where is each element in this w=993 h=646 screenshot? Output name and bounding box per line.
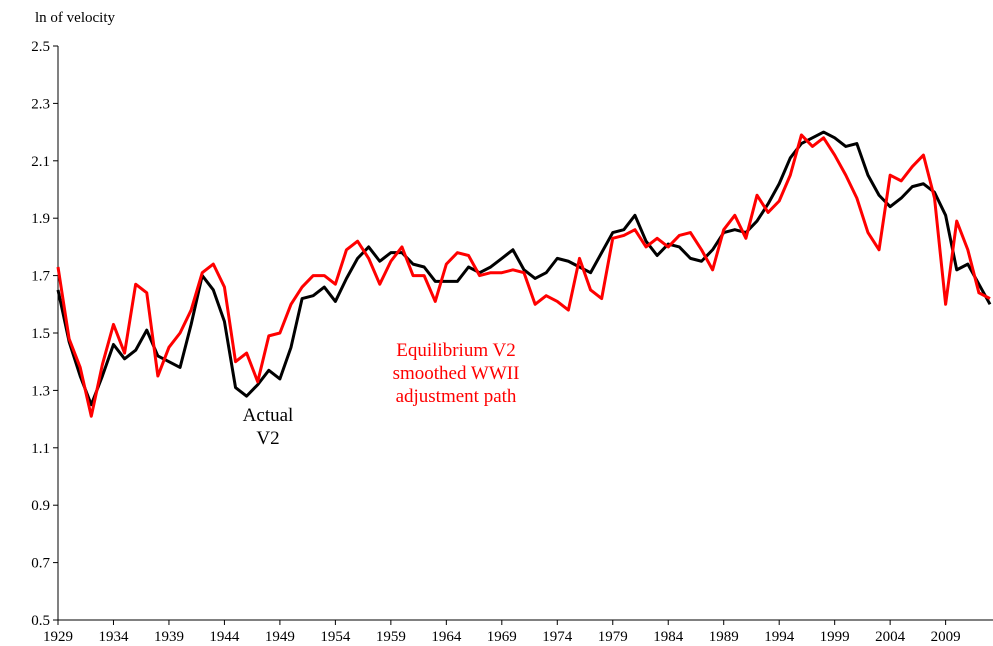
- y-axis-label: ln of velocity: [35, 10, 115, 26]
- x-tick-label: 1999: [820, 629, 850, 645]
- annotation: Equilibrium V2 smoothed WWII adjustment pa…: [393, 340, 520, 407]
- x-tick-label: 1939: [154, 629, 184, 645]
- x-tick-label: 1969: [487, 629, 517, 645]
- y-tick-label: 2.3: [31, 96, 50, 112]
- x-tick-label: 1974: [542, 629, 573, 645]
- y-tick-label: 0.5: [31, 613, 50, 629]
- y-tick-label: 2.1: [31, 154, 50, 170]
- x-tick-label: 1944: [209, 629, 240, 645]
- y-tick-label: 1.7: [31, 269, 50, 285]
- annotation: Actual V2: [243, 405, 294, 449]
- x-tick-label: 1979: [598, 629, 628, 645]
- x-tick-label: 2009: [931, 629, 961, 645]
- y-tick-label: 1.1: [31, 441, 50, 457]
- annotation-line: V2: [256, 428, 279, 449]
- y-tick-label: 1.5: [31, 326, 50, 342]
- x-tick-label: 2004: [875, 629, 906, 645]
- x-tick-label: 1949: [265, 629, 295, 645]
- y-tick-label: 2.5: [31, 39, 50, 55]
- annotation-line: Equilibrium V2: [396, 340, 515, 361]
- x-tick-label: 1964: [431, 629, 462, 645]
- x-tick-label: 1989: [709, 629, 739, 645]
- y-tick-label: 1.9: [31, 211, 50, 227]
- x-tick-label: 1934: [98, 629, 129, 645]
- x-tick-label: 1994: [764, 629, 795, 645]
- x-tick-label: 1929: [43, 629, 73, 645]
- annotation-line: Actual: [243, 405, 294, 426]
- y-tick-label: 0.9: [31, 498, 50, 514]
- x-tick-label: 1954: [320, 629, 351, 645]
- x-tick-label: 1959: [376, 629, 406, 645]
- annotation-line: smoothed WWII: [393, 363, 520, 384]
- x-tick-label: 1984: [653, 629, 684, 645]
- annotation-line: adjustment path: [396, 386, 517, 407]
- series-line: [56, 130, 992, 407]
- y-tick-label: 0.7: [31, 556, 50, 572]
- series-line: [56, 133, 991, 418]
- y-tick-label: 1.3: [31, 383, 50, 399]
